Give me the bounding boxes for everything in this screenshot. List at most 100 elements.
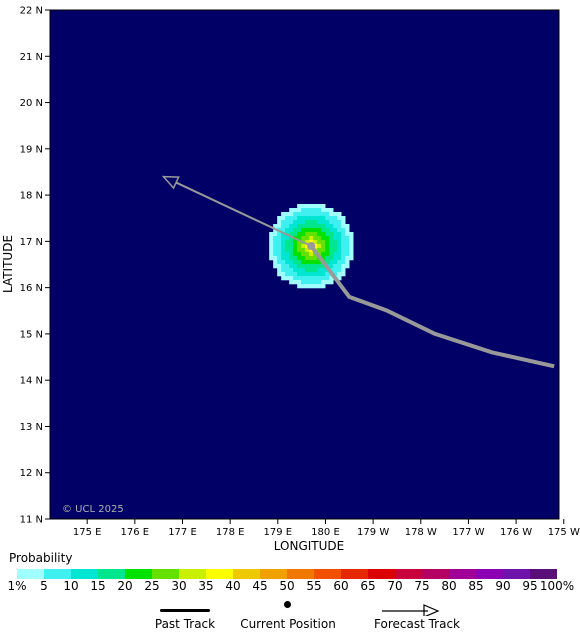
- probability-cell: [305, 255, 310, 261]
- probability-cell: [333, 227, 338, 233]
- probability-cell: [305, 211, 310, 217]
- probability-color-scale: [17, 569, 557, 579]
- probability-cell: [317, 219, 322, 225]
- probability-cell: [321, 275, 326, 281]
- probability-cell: [301, 255, 306, 261]
- probability-cell: [341, 263, 346, 269]
- probability-cell: [281, 215, 286, 221]
- probability-cell: [281, 271, 286, 277]
- probability-cell: [297, 231, 302, 237]
- probability-cell: [305, 215, 310, 221]
- probability-cell: [329, 235, 334, 241]
- latitude-tick-label: 11 N: [20, 515, 43, 526]
- latitude-axis: 22 N 21 N 20 N 19 N 18 N 17 N 16 N 15 N 14 N 13 N…: [20, 6, 50, 526]
- probability-cell: [309, 203, 314, 209]
- probability-cell: [309, 219, 314, 225]
- current-position-label: Current Position: [240, 617, 336, 631]
- probability-cell: [309, 275, 314, 281]
- forecast-track-label: Forecast Track: [374, 617, 460, 631]
- probability-cell: [285, 251, 290, 257]
- probability-cell: [333, 211, 338, 217]
- probability-cell: [309, 251, 314, 257]
- probability-cell: [317, 207, 322, 213]
- legend-color-swatch: [449, 569, 476, 579]
- probability-cell: [293, 231, 298, 237]
- probability-cell: [325, 215, 330, 221]
- probability-cell: [313, 259, 318, 265]
- forecast-track-line: [161, 175, 312, 247]
- probability-cell: [297, 251, 302, 257]
- probability-cell: [333, 247, 338, 253]
- legend-color-swatch: [287, 569, 314, 579]
- probability-cell: [317, 215, 322, 221]
- legend-tick-label: 45: [252, 579, 268, 593]
- probability-cell: [337, 223, 342, 229]
- probability-cell: [309, 267, 314, 273]
- probability-cell: [289, 263, 294, 269]
- longitude-tick-label: 178 W: [405, 527, 437, 538]
- legend-tick-label: 5: [40, 579, 48, 593]
- probability-cell: [281, 251, 286, 257]
- past-track-segment: [309, 244, 555, 369]
- probability-cell: [337, 239, 342, 245]
- legend-color-swatch: [125, 569, 152, 579]
- probability-cell: [309, 235, 314, 241]
- probability-tick-labels: 1% 5 10 15 20 25 30 35 40 45 50 55 60 65 70 75 80 85 90 95 1…: [0, 579, 580, 595]
- probability-cell: [309, 271, 314, 277]
- probability-cell: [305, 203, 310, 209]
- y-axis-title: LATITUDE: [1, 235, 15, 293]
- latitude-tick-label: 20 N: [20, 98, 43, 109]
- probability-cell: [289, 219, 294, 225]
- legend-tick-label: 55: [306, 579, 322, 593]
- probability-cell: [313, 275, 318, 281]
- legend-tick-label: 1%: [7, 579, 27, 593]
- probability-cell: [293, 211, 298, 217]
- legend-color-swatch: [233, 569, 260, 579]
- probability-cell: [277, 239, 282, 245]
- track-probability-map: © UCL 2025 22 N 21 N 20 N 19 N 18 N 17 N 16 N 1…: [1, 6, 580, 554]
- probability-cell: [325, 275, 330, 281]
- legend-tick-label: 100%: [539, 579, 575, 593]
- probability-cell: [345, 227, 350, 233]
- legend-title: Probability: [9, 551, 73, 565]
- probability-cell: [333, 219, 338, 225]
- probability-cell: [349, 247, 354, 253]
- probability-cell: [341, 227, 346, 233]
- probability-cell: [337, 231, 342, 237]
- probability-cell: [313, 203, 318, 209]
- probability-cell: [293, 259, 298, 265]
- probability-cell: [313, 219, 318, 225]
- probability-cell: [293, 255, 298, 261]
- map-watermark: © UCL 2025: [62, 504, 124, 515]
- probability-cell: [321, 279, 326, 285]
- probability-cell: [301, 259, 306, 265]
- longitude-tick-label: 179 W: [357, 527, 389, 538]
- probability-cell: [285, 215, 290, 221]
- probability-cell: [321, 235, 326, 241]
- probability-cell: [281, 223, 286, 229]
- probability-cell: [285, 223, 290, 229]
- probability-cell: [297, 259, 302, 265]
- probability-cell: [277, 247, 282, 253]
- probability-cell: [281, 239, 286, 245]
- probability-cell: [317, 235, 322, 241]
- probability-cell: [345, 243, 350, 249]
- probability-cell: [349, 251, 354, 257]
- probability-cell: [281, 219, 286, 225]
- probability-cell: [349, 235, 354, 241]
- probability-cell: [309, 263, 314, 269]
- probability-cell: [269, 247, 274, 253]
- probability-cell: [297, 235, 302, 241]
- probability-cell: [325, 251, 330, 257]
- forecast-track-arrow-icon: [382, 604, 440, 616]
- probability-cell: [317, 247, 322, 253]
- probability-cell: [333, 231, 338, 237]
- probability-cell: [273, 263, 278, 269]
- x-axis-title: LONGITUDE: [274, 539, 344, 553]
- legend-color-swatch: [152, 569, 179, 579]
- probability-cell: [285, 271, 290, 277]
- probability-cell: [281, 243, 286, 249]
- latitude-tick-label: 17 N: [20, 237, 43, 248]
- probability-cell: [277, 251, 282, 257]
- probability-cell: [329, 215, 334, 221]
